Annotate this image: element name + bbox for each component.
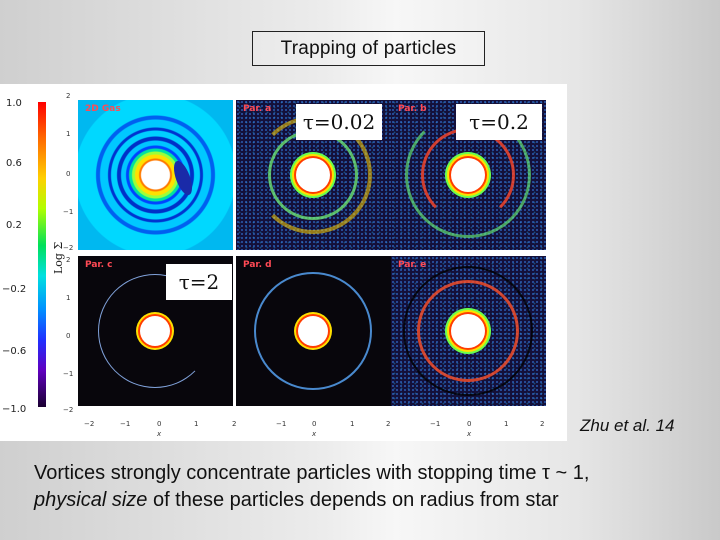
x-tick: −2 xyxy=(84,420,95,428)
caption-emphasis: physical size xyxy=(34,489,148,511)
caption-line-2: physical size of these particles depends… xyxy=(34,487,714,514)
x-tick: 0 xyxy=(157,420,162,428)
panel-label-gas: 2D Gas xyxy=(85,104,121,114)
y-tick: −2 xyxy=(63,406,74,414)
colorbar-tick: 0.6 xyxy=(6,158,22,169)
panel-label-c: Par. c xyxy=(85,260,113,270)
panel-label-e: Par. e xyxy=(398,260,427,270)
x-tick: 1 xyxy=(504,420,509,428)
y-tick: 0 xyxy=(66,170,71,178)
star-cavity xyxy=(298,316,328,346)
colorbar-tick: −1.0 xyxy=(2,404,27,415)
citation: Zhu et al. 14 xyxy=(580,416,675,435)
colorbar-tick: 0.2 xyxy=(6,220,22,231)
x-axis-label: x xyxy=(157,430,162,438)
x-tick: 1 xyxy=(194,420,199,428)
panel-e: Par. e xyxy=(391,256,546,406)
panel-label-a: Par. a xyxy=(243,104,272,114)
x-tick: 0 xyxy=(467,420,472,428)
x-tick: −1 xyxy=(120,420,131,428)
caption-line-1: Vortices strongly concentrate particles … xyxy=(34,462,590,484)
panel-d: Par. d xyxy=(236,256,391,406)
simulation-figure: 1.0 0.6 0.2 −0.2 −0.6 −1.0 Log Σ 2 1 0 −… xyxy=(0,84,567,441)
y-tick: −1 xyxy=(63,208,74,216)
dust-ring xyxy=(254,272,372,390)
colorbar-tick: −0.6 xyxy=(2,346,27,357)
dust-ring xyxy=(98,274,212,388)
x-tick: −1 xyxy=(430,420,441,428)
caption: Vortices strongly concentrate particles … xyxy=(34,460,714,514)
caption-line-2-rest: of these particles depends on radius fro… xyxy=(147,489,559,511)
tau-label: τ=0.02 xyxy=(296,104,382,140)
slide-title-box: Trapping of particles xyxy=(252,31,485,66)
y-tick: 2 xyxy=(66,256,71,264)
y-tick: −1 xyxy=(63,370,74,378)
x-tick: 0 xyxy=(312,420,317,428)
y-tick: 1 xyxy=(66,294,71,302)
y-tick: −2 xyxy=(63,244,74,252)
x-axis-label: x xyxy=(467,430,472,438)
star-cavity xyxy=(296,158,330,192)
y-tick: 1 xyxy=(66,130,71,138)
colorbar-tick: −0.2 xyxy=(2,284,27,295)
colorbar xyxy=(38,102,46,407)
panel-label-b: Par. b xyxy=(398,104,427,114)
x-tick: 2 xyxy=(232,420,237,428)
panel-gas: 2D Gas xyxy=(78,100,233,250)
tau-label: τ=0.2 xyxy=(456,104,542,140)
y-tick: 0 xyxy=(66,332,71,340)
vortex-feature xyxy=(170,158,196,198)
x-tick: −1 xyxy=(276,420,287,428)
dust-ring xyxy=(405,112,531,238)
star-cavity xyxy=(451,314,485,348)
x-tick: 2 xyxy=(386,420,391,428)
star-cavity xyxy=(140,316,170,346)
slide-title: Trapping of particles xyxy=(280,37,457,59)
panel-label-d: Par. d xyxy=(243,260,272,270)
x-tick: 1 xyxy=(350,420,355,428)
tau-label: τ=2 xyxy=(166,264,232,300)
dust-ring xyxy=(403,266,533,396)
x-axis-label: x xyxy=(312,430,317,438)
y-tick: 2 xyxy=(66,92,71,100)
star-cavity xyxy=(451,158,485,192)
x-tick: 2 xyxy=(540,420,545,428)
colorbar-tick: 1.0 xyxy=(6,98,22,109)
